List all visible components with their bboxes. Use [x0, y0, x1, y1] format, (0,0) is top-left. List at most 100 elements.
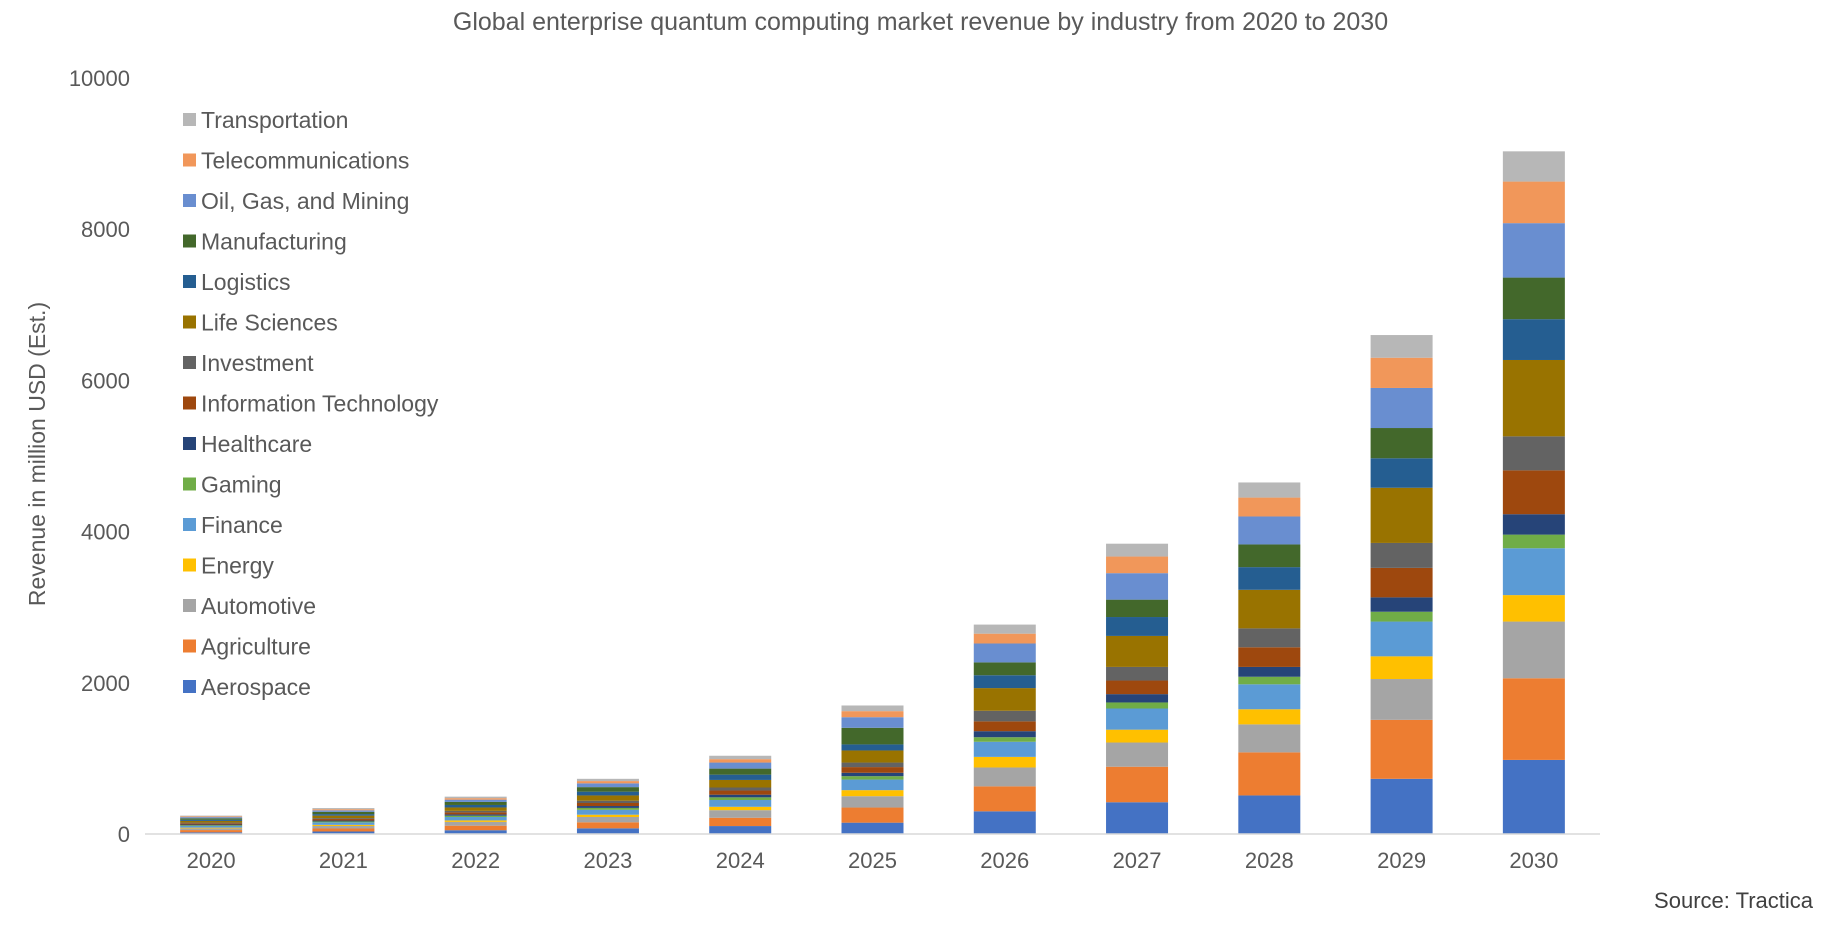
bar-segment: [1370, 542, 1433, 568]
legend-label: Finance: [201, 512, 283, 538]
bar-segment: [1502, 470, 1565, 515]
bar-segment: [1106, 617, 1169, 636]
bar-segment: [841, 762, 904, 768]
bar-segment: [312, 831, 375, 834]
bar-segment: [1370, 357, 1433, 388]
bar-segment: [312, 815, 375, 819]
bar-segment: [709, 774, 772, 780]
bar-segment: [180, 827, 243, 829]
bar-segment: [312, 819, 375, 821]
bar-segment: [1370, 428, 1433, 459]
legend-swatch: [183, 356, 196, 369]
bar-segment: [709, 762, 772, 769]
bar-segment: [444, 816, 507, 821]
legend-swatch: [183, 194, 196, 207]
bar-segment: [1370, 597, 1433, 612]
legend-label: Energy: [201, 553, 274, 579]
bar-segment: [973, 721, 1036, 732]
legend-swatch: [183, 680, 196, 693]
bar-segment: [1370, 778, 1433, 834]
bar-segment: [180, 815, 243, 817]
bar-segment: [1238, 795, 1301, 834]
bar-segment: [1502, 359, 1565, 437]
x-tick-label: 2023: [583, 848, 632, 873]
bar-segment: [1238, 752, 1301, 796]
bar-segment: [1502, 514, 1565, 535]
bar-segment: [1106, 543, 1169, 557]
bar-segment: [973, 741, 1036, 757]
bar-segment: [444, 825, 507, 831]
bar-segment: [576, 781, 639, 784]
bar-segment: [576, 778, 639, 782]
bar-segment: [576, 800, 639, 804]
bar-segment: [709, 797, 772, 800]
bar-segment: [1238, 676, 1301, 685]
bar-segment: [709, 810, 772, 818]
legend-swatch: [183, 234, 196, 248]
bar-segment: [709, 759, 772, 763]
bar-segment: [1238, 567, 1301, 590]
legend-swatch: [183, 518, 196, 531]
bar-segment: [1106, 666, 1169, 681]
bar-segment: [841, 790, 904, 797]
bar-segment: [180, 825, 243, 826]
legend-swatch: [183, 477, 196, 491]
bar-segment: [444, 820, 507, 822]
legend-label: Transportation: [201, 107, 348, 133]
bar-segment: [576, 791, 639, 796]
bar-segment: [973, 731, 1036, 738]
bar-segment: [1106, 694, 1169, 703]
bar-segment: [1106, 729, 1169, 743]
bar-segment: [973, 688, 1036, 711]
legend-swatch: [183, 153, 196, 167]
bar-segment: [841, 772, 904, 777]
bar-segment: [1238, 647, 1301, 667]
bar-segment: [1106, 708, 1169, 730]
bar-segment: [973, 633, 1036, 644]
bar-segment: [1238, 544, 1301, 568]
bar-segment: [841, 779, 904, 791]
bar-segment: [973, 737, 1036, 742]
x-tick-label: 2026: [980, 848, 1029, 873]
bar-segment: [1106, 635, 1169, 667]
bar-segment: [709, 826, 772, 834]
bar-segment: [576, 809, 639, 815]
legend-label: Logistics: [201, 269, 290, 295]
bar-segment: [1502, 759, 1565, 834]
bar-segment: [973, 767, 1036, 787]
x-axis-ticks: 2020 2021 2022 2023 2024 2025 2026 2027 2028 2029…: [187, 848, 1559, 873]
bar-segment: [709, 779, 772, 788]
legend-swatch: [183, 113, 196, 126]
bar-segment: [841, 776, 904, 780]
bar-segment: [576, 806, 639, 808]
bar-segment: [1106, 802, 1169, 834]
bar-segment: [709, 768, 772, 775]
legend-label: Life Sciences: [201, 310, 338, 336]
bar-segment: [444, 798, 507, 800]
bar-segment: [1502, 436, 1565, 471]
bar-segment: [312, 820, 375, 822]
bar-segment: [180, 817, 243, 819]
bar-segment: [1238, 589, 1301, 629]
bar-segment: [1238, 482, 1301, 498]
bar-segment: [180, 822, 243, 824]
bar-segment: [709, 755, 772, 760]
legend-swatch: [183, 639, 196, 653]
bar-segment: [1502, 277, 1565, 320]
bar-segment: [709, 806, 772, 811]
bar-segment: [973, 624, 1036, 634]
bar-segment: [1502, 319, 1565, 360]
bar-segment: [973, 710, 1036, 722]
bar-segment: [180, 823, 243, 825]
bar-segment: [1238, 684, 1301, 710]
y-tick-label: 4000: [81, 520, 130, 545]
bar-segment: [312, 808, 375, 810]
y-tick-label: 0: [118, 822, 130, 847]
bar-segment: [1370, 719, 1433, 779]
bar-segment: [1370, 611, 1433, 622]
bar-segment: [576, 816, 639, 823]
legend-label: Manufacturing: [201, 229, 347, 255]
y-tick-label: 10000: [69, 66, 130, 91]
bar-segment: [1106, 556, 1169, 574]
bar-segment: [709, 799, 772, 807]
